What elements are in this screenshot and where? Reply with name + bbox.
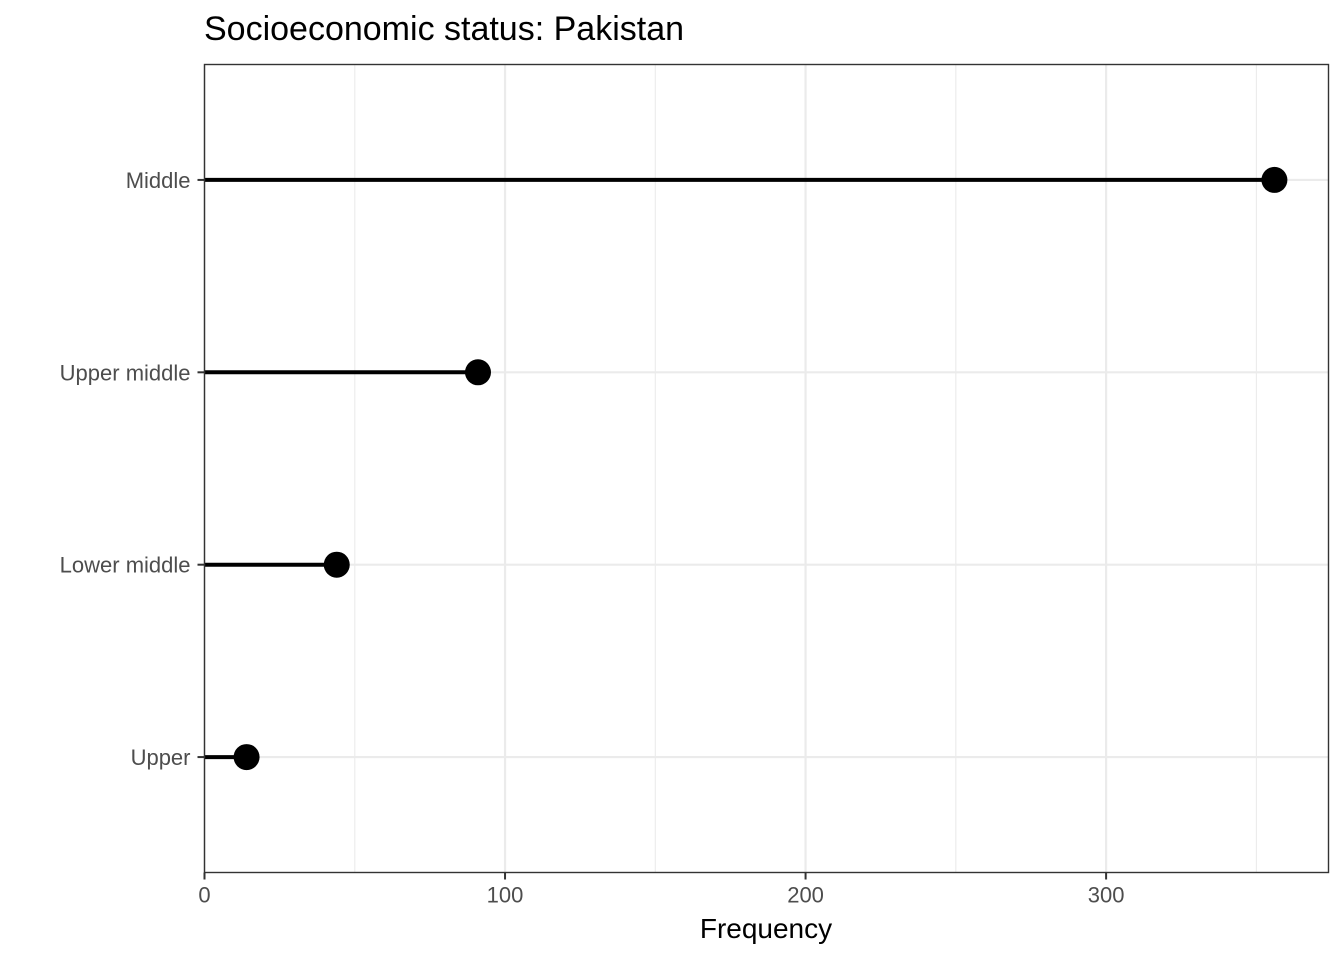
lollipop-point: [1261, 166, 1288, 193]
x-axis-title: Frequency: [700, 913, 832, 944]
lollipop-point: [323, 551, 350, 578]
grid: [203, 64, 1329, 873]
y-tick-label: Middle: [126, 168, 191, 193]
x-tick-label: 100: [487, 883, 524, 908]
y-tick-label: Upper: [131, 745, 191, 770]
axes: Middle Upper middle Lower middle Upper 0 100 2…: [60, 168, 1125, 908]
x-tick-label: 200: [787, 883, 824, 908]
y-tick-label: Upper middle: [60, 360, 191, 385]
lollipop-point: [464, 359, 491, 386]
lollipop-point: [233, 744, 260, 771]
x-tick-label: 300: [1088, 883, 1125, 908]
plot-marks: [204, 166, 1288, 771]
x-tick-label: 0: [198, 883, 210, 908]
plot-panel: [203, 63, 1330, 874]
chart-title: Socioeconomic status: Pakistan: [204, 10, 684, 48]
y-tick-label: Lower middle: [60, 553, 191, 578]
